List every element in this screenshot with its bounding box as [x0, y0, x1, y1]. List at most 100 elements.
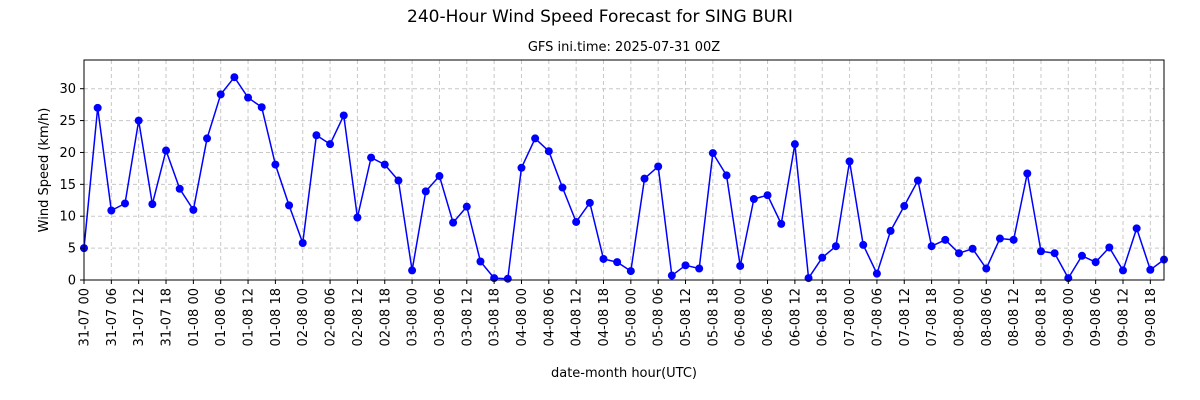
- x-tick-label: 01-08 18: [269, 288, 284, 346]
- wind-speed-point: [121, 199, 130, 208]
- wind-speed-point: [1146, 265, 1155, 274]
- x-tick-label: 06-08 06: [761, 288, 776, 346]
- y-axis-label: Wind Speed (km/h): [37, 108, 52, 233]
- wind-speed-point: [1118, 266, 1127, 275]
- x-tick-label: 02-08 06: [324, 288, 339, 346]
- chart-title: 240-Hour Wind Speed Forecast for SING BU…: [407, 7, 793, 27]
- wind-speed-point: [626, 267, 635, 276]
- wind-speed-point: [339, 111, 348, 120]
- wind-speed-point: [531, 134, 540, 143]
- wind-speed-point: [1009, 235, 1018, 244]
- wind-speed-line: [83, 76, 1165, 280]
- x-tick-label: 08-08 00: [952, 288, 967, 346]
- x-tick-label: 04-08 00: [515, 288, 530, 346]
- x-tick-label: 09-08 12: [1116, 288, 1131, 346]
- series-layer: [80, 73, 1168, 283]
- x-tick-label: 31-07 12: [132, 288, 147, 346]
- wind-speed-point: [558, 183, 567, 192]
- x-axis-ticks: 31-07 00 31-07 06 31-07 12 31-07 18 01-08 00…: [78, 280, 1159, 346]
- wind-speed-point: [1050, 249, 1059, 258]
- x-tick-label: 01-08 06: [214, 288, 229, 346]
- x-tick-label: 02-08 18: [378, 288, 393, 346]
- wind-speed-point: [954, 249, 963, 258]
- x-tick-label: 06-08 18: [816, 288, 831, 346]
- x-tick-label: 31-07 18: [160, 288, 175, 346]
- wind-speed-point: [654, 162, 663, 171]
- wind-speed-point: [845, 157, 854, 166]
- y-tick-label: 15: [59, 178, 76, 193]
- x-tick-label: 07-08 00: [843, 288, 858, 346]
- y-tick-label: 30: [59, 82, 76, 97]
- wind-speed-point: [1105, 243, 1114, 252]
- wind-speed-point: [1036, 247, 1045, 256]
- wind-speed-point: [107, 206, 116, 215]
- wind-speed-point: [1091, 258, 1100, 267]
- wind-speed-point: [995, 234, 1004, 243]
- wind-speed-point: [503, 274, 512, 283]
- wind-speed-point: [913, 176, 922, 185]
- wind-speed-point: [695, 264, 704, 273]
- wind-speed-point: [408, 266, 417, 275]
- wind-speed-point: [257, 103, 266, 112]
- wind-speed-point: [1077, 251, 1086, 260]
- wind-speed-point: [968, 244, 977, 253]
- plot-area-frame: [83, 59, 1165, 281]
- x-tick-label: 08-08 12: [1007, 288, 1022, 346]
- wind-speed-point: [790, 140, 799, 149]
- wind-speed-point: [244, 93, 253, 102]
- x-tick-label: 09-08 06: [1089, 288, 1104, 346]
- wind-speed-point: [435, 172, 444, 181]
- y-tick-label: 0: [68, 274, 76, 289]
- x-tick-label: 01-08 12: [242, 288, 257, 346]
- wind-speed-point: [1023, 169, 1032, 178]
- x-tick-label: 04-08 12: [570, 288, 585, 346]
- wind-speed-point: [203, 134, 212, 143]
- wind-speed-point: [927, 242, 936, 251]
- wind-speed-point: [722, 171, 731, 180]
- wind-speed-point: [585, 198, 594, 207]
- x-tick-label: 07-08 06: [870, 288, 885, 346]
- y-tick-label: 25: [59, 114, 76, 129]
- wind-speed-point: [859, 240, 868, 249]
- x-tick-label: 02-08 00: [296, 288, 311, 346]
- x-tick-label: 04-08 06: [542, 288, 557, 346]
- wind-speed-point: [640, 174, 649, 183]
- x-tick-label: 03-08 06: [433, 288, 448, 346]
- wind-speed-point: [298, 239, 307, 248]
- wind-speed-point: [189, 205, 198, 214]
- wind-speed-point: [271, 160, 280, 169]
- wind-speed-point: [681, 261, 690, 270]
- wind-speed-point: [667, 271, 676, 280]
- wind-speed-point: [708, 149, 717, 158]
- x-tick-label: 09-08 00: [1062, 288, 1077, 346]
- x-tick-label: 05-08 18: [706, 288, 721, 346]
- y-tick-label: 10: [59, 210, 76, 225]
- x-tick-label: 04-08 18: [597, 288, 612, 346]
- x-tick-label: 09-08 18: [1144, 288, 1159, 346]
- y-axis-ticks: 0 5 10 15 20 25 30: [59, 82, 84, 289]
- wind-speed-point: [367, 153, 376, 162]
- wind-speed-point: [162, 146, 171, 155]
- wind-speed-point: [872, 269, 881, 278]
- wind-speed-point: [544, 147, 553, 156]
- x-tick-label: 31-07 06: [105, 288, 120, 346]
- wind-speed-point: [941, 235, 950, 244]
- wind-speed-point: [230, 73, 239, 82]
- x-tick-label: 07-08 18: [925, 288, 940, 346]
- wind-speed-point: [216, 90, 225, 99]
- wind-speed-point: [394, 176, 403, 185]
- wind-speed-point: [148, 200, 157, 209]
- wind-speed-point: [93, 103, 102, 112]
- x-tick-label: 03-08 12: [460, 288, 475, 346]
- wind-speed-point: [982, 264, 991, 273]
- wind-speed-point: [572, 217, 581, 226]
- x-tick-label: 03-08 18: [488, 288, 503, 346]
- wind-speed-point: [175, 184, 184, 193]
- x-tick-label: 01-08 00: [187, 288, 202, 346]
- wind-speed-point: [462, 202, 471, 211]
- wind-speed-point: [326, 140, 335, 149]
- x-tick-label: 08-08 18: [1034, 288, 1049, 346]
- wind-speed-point: [736, 261, 745, 270]
- wind-speed-point: [353, 213, 362, 222]
